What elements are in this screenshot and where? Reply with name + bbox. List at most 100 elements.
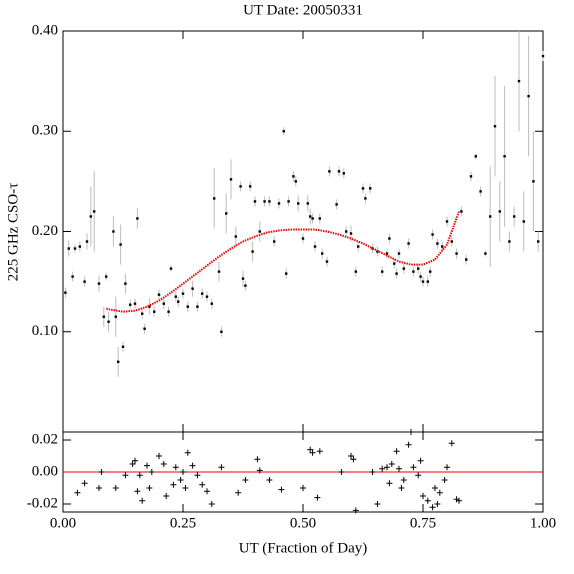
data-point (85, 240, 89, 243)
data-point (426, 280, 429, 283)
data-point (441, 245, 444, 248)
data-point (388, 237, 391, 240)
data-point (417, 267, 420, 270)
residual-point (170, 481, 177, 488)
residual-point (81, 480, 88, 487)
data-point (143, 327, 146, 330)
x-tick-label: 0.00 (50, 515, 76, 531)
residual-point (163, 493, 170, 499)
residual-point (307, 446, 314, 453)
chart-title: UT Date: 20050331 (243, 2, 363, 18)
data-point (421, 280, 425, 283)
data-point (527, 94, 530, 98)
data-point (107, 320, 110, 323)
data-point (450, 240, 453, 243)
data-point (201, 292, 204, 295)
data-point (292, 175, 295, 178)
residual-point (132, 457, 138, 464)
data-point (71, 275, 74, 278)
residual-point (424, 497, 431, 504)
residual-point (398, 485, 405, 491)
data-point (249, 185, 252, 188)
residual-point (316, 448, 323, 455)
data-point (117, 360, 120, 364)
data-point (83, 280, 86, 283)
data-point (273, 240, 276, 243)
residual-point (218, 464, 225, 471)
data-point (263, 200, 266, 203)
data-point (287, 200, 290, 203)
data-point (402, 267, 405, 270)
data-point (282, 130, 285, 133)
residual-point (379, 465, 386, 472)
residual-point (432, 485, 438, 491)
data-point (508, 240, 511, 243)
data-point (114, 315, 117, 318)
data-point (97, 282, 101, 285)
data-point (395, 272, 398, 275)
data-point (493, 125, 497, 128)
residual-point (352, 507, 359, 514)
residual-point (400, 477, 407, 483)
data-point (89, 215, 93, 218)
residual-point (434, 501, 441, 507)
y-tick-label: 0.30 (32, 123, 58, 139)
residual-point (98, 469, 105, 475)
data-point (93, 210, 96, 213)
data-point (349, 232, 353, 235)
data-point (205, 295, 209, 298)
data-point (186, 305, 189, 308)
data-point (213, 197, 216, 200)
residual-point (172, 464, 179, 471)
data-point (537, 240, 540, 243)
x-tick-label: 0.25 (170, 515, 196, 531)
data-point (129, 303, 132, 306)
residual-point (129, 461, 136, 467)
y-tick-label: 0.10 (32, 323, 58, 339)
residual-point (266, 477, 273, 483)
residual-point (369, 469, 376, 475)
data-point (517, 79, 521, 83)
data-point (474, 155, 477, 158)
data-point (325, 260, 329, 263)
data-point (345, 230, 348, 233)
data-point (321, 252, 324, 255)
residual-point (396, 465, 402, 472)
data-point (102, 315, 105, 318)
data-point (311, 217, 314, 220)
residual-point (112, 485, 119, 491)
data-point (73, 247, 77, 250)
data-point (541, 54, 545, 58)
data-point (335, 203, 338, 206)
data-point (121, 345, 125, 348)
data-point (234, 235, 237, 238)
x-tick-label: 1.00 (530, 515, 556, 531)
x-tick-label: 0.50 (290, 515, 316, 531)
residual-point (177, 477, 184, 483)
residual-point (148, 469, 155, 475)
residual-point (235, 489, 242, 496)
data-point (217, 270, 221, 273)
data-point (431, 233, 434, 236)
residual-point (405, 441, 412, 448)
residual-point (374, 501, 381, 507)
data-point (105, 275, 108, 278)
data-point (484, 252, 487, 255)
data-point (124, 282, 127, 285)
residual-point (122, 472, 129, 479)
data-point (239, 185, 242, 188)
data-point (328, 170, 331, 173)
data-point (354, 270, 357, 273)
data-point (244, 284, 247, 287)
data-point (277, 202, 281, 205)
residual-point (204, 488, 210, 495)
data-point (313, 245, 317, 248)
data-point (210, 302, 213, 305)
data-point (357, 245, 360, 248)
residual-point (144, 462, 150, 469)
residual-point (182, 485, 189, 491)
residual-point (448, 440, 455, 447)
y-axis-label: 225 GHz CSO-τ (5, 183, 21, 282)
data-point (489, 215, 492, 218)
residual-point (456, 497, 462, 504)
